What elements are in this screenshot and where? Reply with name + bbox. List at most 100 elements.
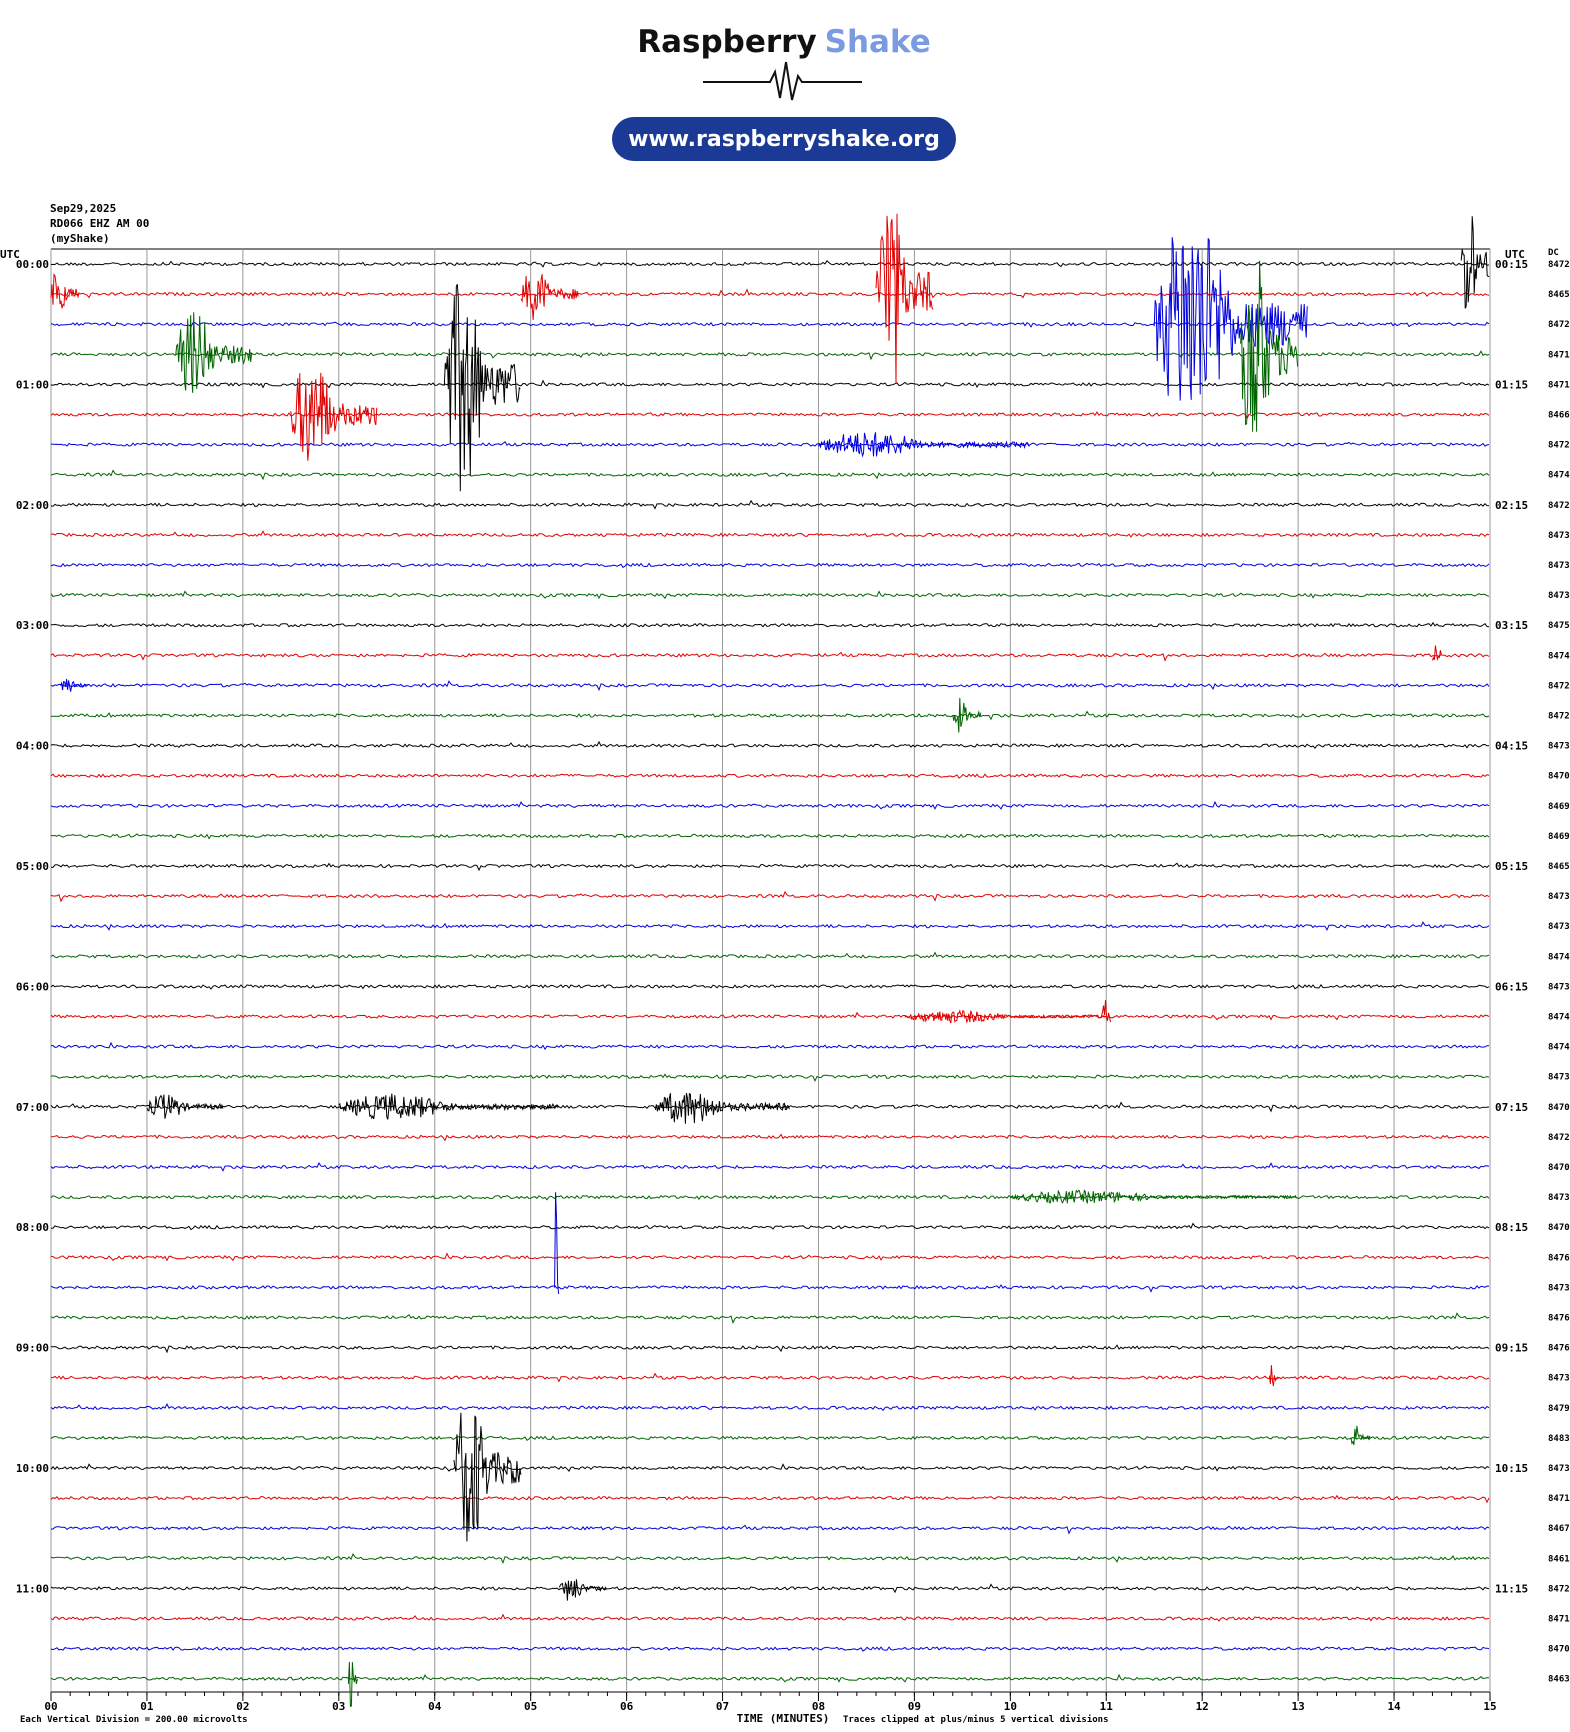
x-tick-label: 06 <box>620 1700 634 1713</box>
trace <box>50 321 1490 328</box>
dc-value: 8469 <box>1548 832 1570 842</box>
footer-left: Each Vertical Division = 200.00 microvol… <box>20 1714 248 1725</box>
trace <box>50 1161 1490 1172</box>
dc-value: 8473 <box>1548 922 1570 932</box>
dc-value: 8463 <box>1548 1675 1570 1685</box>
trace <box>50 1646 1490 1652</box>
right-time-label: 07:15 <box>1495 1101 1528 1114</box>
dc-value: 8476 <box>1548 1344 1570 1354</box>
dc-value: 8474 <box>1548 651 1570 661</box>
dc-value: 8472 <box>1548 712 1570 722</box>
x-tick-label: 14 <box>1387 1700 1401 1713</box>
x-tick-label: 04 <box>428 1700 442 1713</box>
left-time-label: 09:00 <box>16 1342 49 1355</box>
trace <box>50 1041 1489 1051</box>
event-burst <box>1101 1000 1111 1023</box>
event-burst <box>175 312 253 393</box>
url[interactable]: www.raspberryshake.org <box>628 127 940 152</box>
right-time-label: 04:15 <box>1495 740 1528 753</box>
dc-value: 8471 <box>1548 380 1570 390</box>
logo-accent: Shake <box>825 24 931 60</box>
right-time-label: 00:15 <box>1495 258 1528 271</box>
dc-value: 8473 <box>1548 1073 1570 1083</box>
dc-value: 8474 <box>1548 471 1570 481</box>
dc-value: 8473 <box>1548 591 1570 601</box>
dc-value: 8473 <box>1548 1283 1570 1293</box>
dc-value: 8476 <box>1548 1314 1570 1324</box>
trace <box>50 1494 1490 1504</box>
right-time-label: 01:15 <box>1495 378 1528 391</box>
dc-value: 8479 <box>1548 1404 1570 1414</box>
event-burst <box>554 1192 560 1295</box>
event-burst <box>1009 1189 1298 1204</box>
dc-value: 8472 <box>1548 501 1570 511</box>
event-burst <box>952 697 982 733</box>
dc-value: 8473 <box>1548 1464 1570 1474</box>
left-time-label: 05:00 <box>16 860 49 873</box>
trace <box>50 800 1490 810</box>
trace <box>50 651 1490 662</box>
event-burst <box>146 1094 224 1119</box>
dc-value: 8466 <box>1548 411 1570 421</box>
left-time-label: 02:00 <box>16 499 49 512</box>
x-tick-label: 03 <box>332 1700 345 1713</box>
dc-value: 8473 <box>1548 982 1570 992</box>
event-burst <box>1240 260 1299 432</box>
url-pill[interactable] <box>612 117 956 161</box>
trace <box>50 1553 1490 1565</box>
dc-value: 8465 <box>1548 290 1570 300</box>
dc-value: 8461 <box>1548 1554 1570 1564</box>
trace <box>50 1402 1490 1412</box>
left-time-label: 11:00 <box>16 1582 49 1595</box>
dc-value: 8483 <box>1548 1434 1570 1444</box>
trace <box>50 260 1490 268</box>
event-burst <box>290 372 378 461</box>
logo-squiggle <box>703 61 862 101</box>
dc-value: 8474 <box>1548 952 1570 962</box>
dc-value: 8470 <box>1548 1163 1570 1173</box>
trace <box>50 740 1489 749</box>
dc-value: 8467 <box>1548 1524 1570 1534</box>
trace <box>50 1673 1490 1683</box>
event-burst <box>50 273 80 309</box>
event-burst <box>1268 1365 1279 1387</box>
trace <box>50 1524 1490 1535</box>
trace <box>50 469 1490 481</box>
x-tick-label: 01 <box>140 1700 154 1713</box>
trace <box>51 1222 1490 1231</box>
left-time-label: 06:00 <box>16 980 49 993</box>
trace <box>50 1284 1490 1293</box>
event-burst <box>818 432 1030 458</box>
x-tick-label: 07 <box>716 1700 729 1713</box>
x-tick-label: 12 <box>1196 1700 1209 1713</box>
trace <box>50 441 1490 452</box>
dc-value: 8473 <box>1548 561 1570 571</box>
left-time-label: 08:00 <box>16 1221 49 1234</box>
event-burst <box>338 1093 560 1120</box>
left-time-label: 04:00 <box>16 740 49 753</box>
right-time-label: 11:15 <box>1495 1582 1528 1595</box>
left-time-label: 10:00 <box>16 1462 49 1475</box>
dc-value: 8470 <box>1548 772 1570 782</box>
x-tick-label: 08 <box>812 1700 825 1713</box>
trace <box>50 1073 1490 1082</box>
left-time-label: 00:00 <box>16 258 49 271</box>
station: RD066 EHZ AM 00 <box>50 217 149 230</box>
dc-value: 8472 <box>1548 1133 1570 1143</box>
dc-value: 8472 <box>1548 320 1570 330</box>
event-burst <box>60 678 89 692</box>
trace <box>50 833 1490 840</box>
dc-value: 8472 <box>1548 260 1570 270</box>
dc-value: 8474 <box>1548 1043 1570 1053</box>
x-axis-label: TIME (MINUTES) <box>737 1712 830 1725</box>
x-tick-label: 00 <box>44 1700 57 1713</box>
trace <box>50 1583 1490 1594</box>
event-burst <box>1350 1425 1371 1446</box>
trace <box>50 1011 1490 1021</box>
event-burst <box>443 283 521 492</box>
dc-value: 8472 <box>1548 681 1570 691</box>
left-axis-label: UTC <box>0 248 20 261</box>
trace <box>50 350 1490 361</box>
